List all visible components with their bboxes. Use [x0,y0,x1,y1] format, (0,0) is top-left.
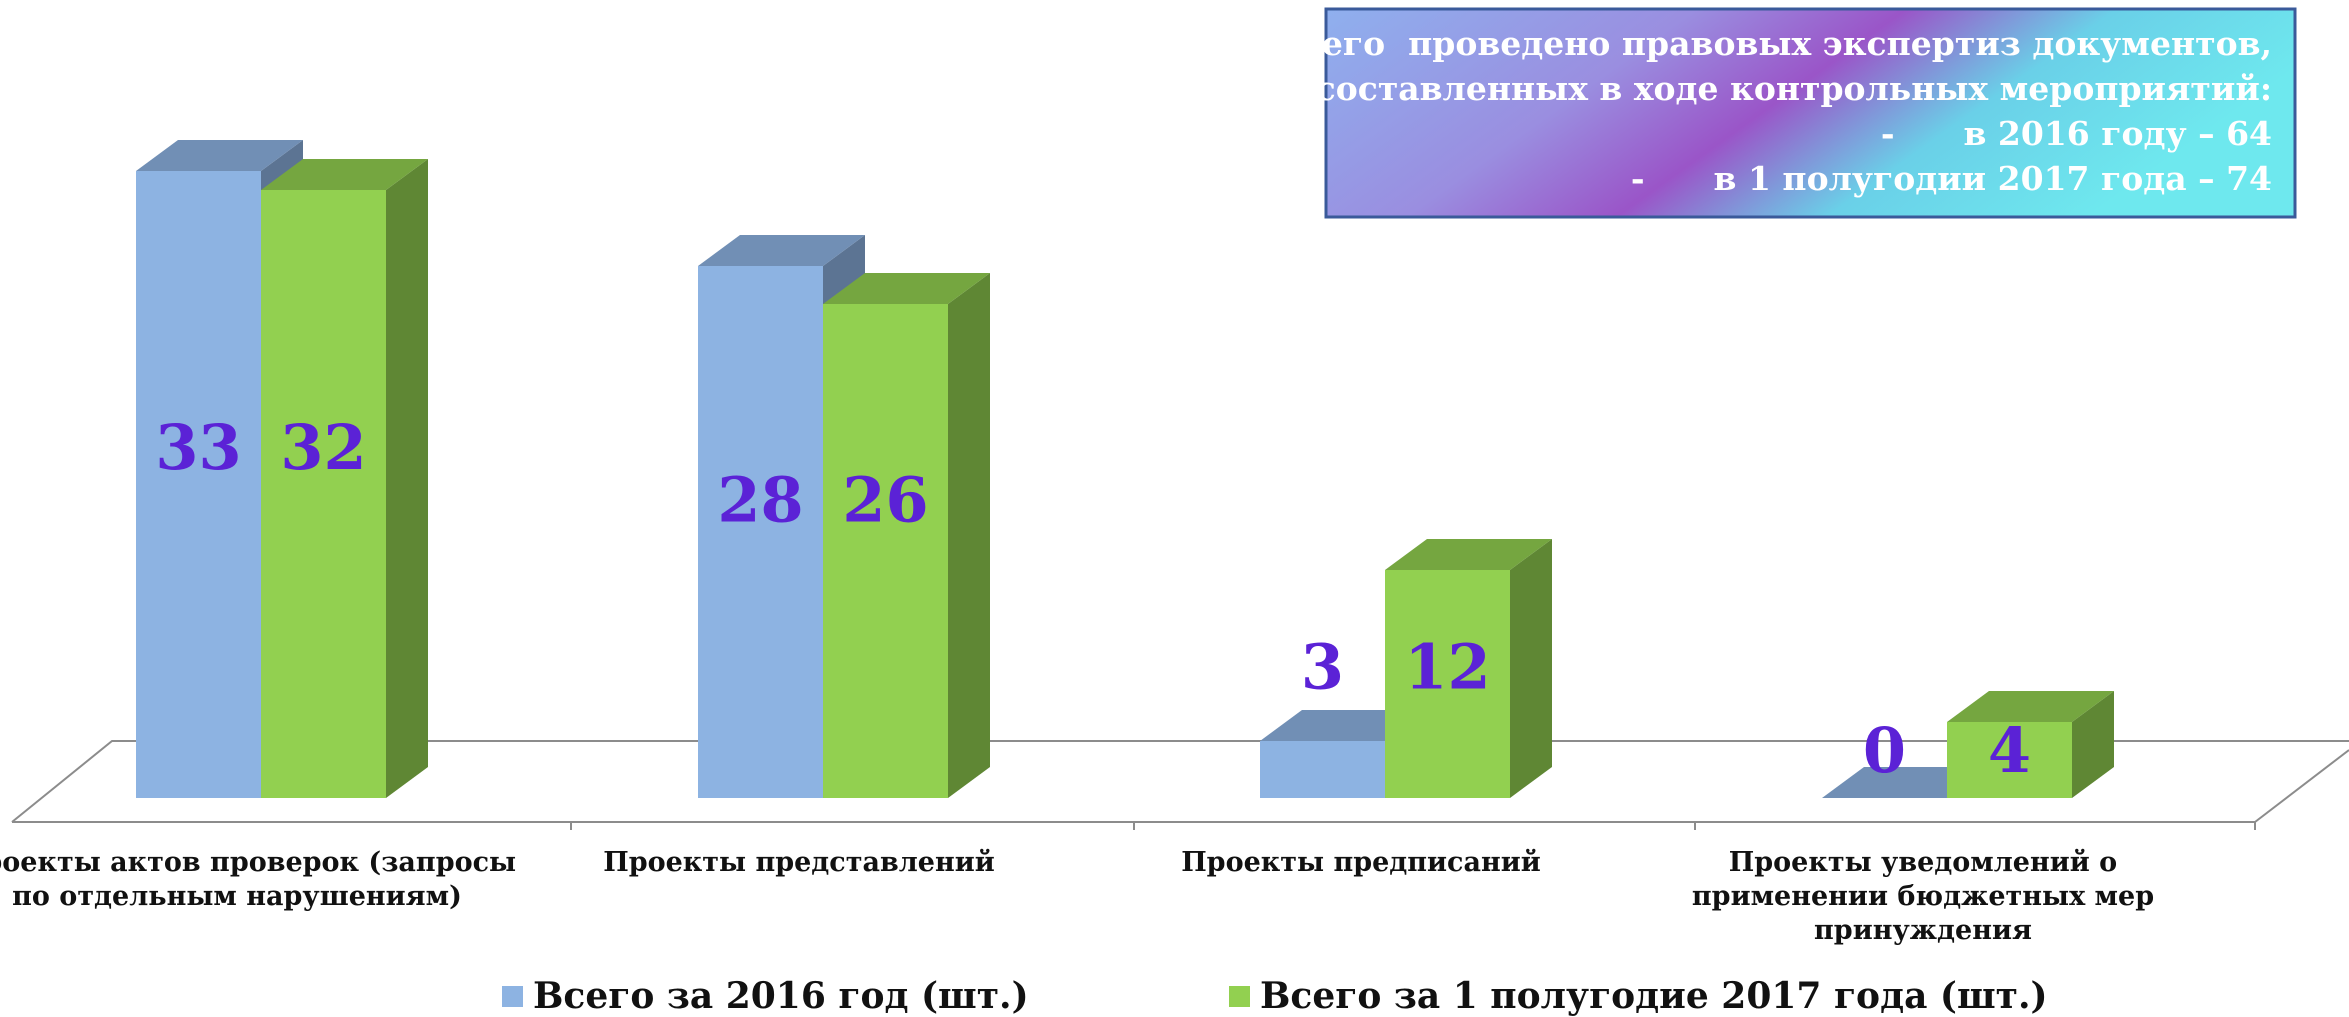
legend-swatch [1229,985,1250,1007]
annotation-line: составленных в ходе контрольных мероприя… [1316,69,2272,108]
value-label: 0 [1863,714,1906,787]
bar [1947,691,2114,798]
bar-top [698,235,865,266]
bar-top [823,273,990,304]
x-tick-label: Проекты актов проверок (запросы по отдел… [0,847,517,912]
annotation-box [1324,7,2297,219]
value-label: 4 [1988,714,2031,787]
bar-front [1385,570,1510,798]
legend-label: Всего за 1 полугодие 2017 года (шт.) [1260,975,2048,1017]
floor [11,740,2349,830]
bar [823,273,990,798]
bar-front [136,171,261,798]
value-label: 3 [1301,631,1344,704]
x-tick-label: Проекты уведомлений о применении бюджетн… [1691,847,2155,946]
value-label: 26 [842,463,928,536]
value-label: 32 [280,411,366,484]
bar-front [698,266,823,798]
legend-item: Всего за 1 полугодие 2017 года (шт.) [1229,975,2048,1017]
bar-top [1947,691,2114,722]
bar-side [2072,691,2114,798]
annotation-line: - в 1 полугодии 2017 года – 74 [1631,159,2272,198]
bar-side [948,273,990,798]
legend-swatch [502,985,523,1007]
annotation-line: - в 2016 году – 64 [1881,114,2272,153]
bar-top [1385,539,1552,570]
bar [1385,539,1552,798]
bar-top [136,140,303,171]
bar-front [1947,722,2072,798]
bar-front [1260,741,1385,798]
value-label: 28 [717,463,803,536]
bar-side [1510,539,1552,798]
value-label: 12 [1404,631,1490,704]
bar-top [261,159,428,190]
bars [136,140,2114,798]
annotation: Всего проведено правовых экспертиз докум… [1274,24,2272,198]
legend-item: Всего за 2016 год (шт.) [502,975,1029,1017]
bar-side [386,159,428,798]
annotation-line: Всего проведено правовых экспертиз докум… [1274,24,2272,63]
legend-label: Всего за 2016 год (шт.) [533,975,1029,1017]
bar [261,159,428,798]
x-tick-label: Проекты представлений [603,847,995,878]
value-label: 33 [155,411,241,484]
x-tick-label: Проекты предписаний [1181,847,1541,878]
bar-front [823,304,948,798]
bar-front [261,190,386,798]
